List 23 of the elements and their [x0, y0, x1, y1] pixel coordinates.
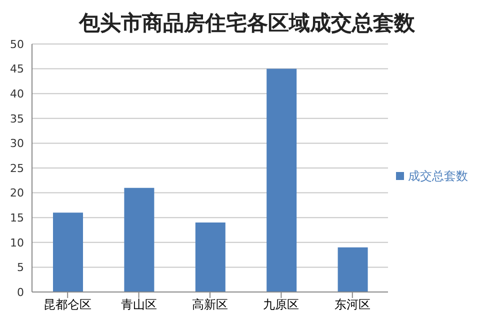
y-tick-label: 50 — [10, 38, 24, 51]
x-tick-label: 东河区 — [334, 298, 370, 312]
bar — [266, 68, 297, 292]
x-tick-label: 九原区 — [263, 298, 300, 312]
bar — [338, 247, 368, 292]
y-tick-label: 35 — [10, 112, 24, 126]
x-tick-label: 青山区 — [120, 298, 157, 312]
y-tick-label: 30 — [10, 137, 24, 150]
y-tick-label: 15 — [10, 212, 24, 225]
y-tick-label: 5 — [17, 261, 24, 274]
bar — [195, 222, 226, 292]
y-tick-label: 40 — [10, 88, 24, 101]
y-tick-label: 0 — [17, 286, 24, 299]
chart-title: 包头市商品房住宅各区域成交总套数 — [78, 10, 416, 37]
legend-label: 成交总套数 — [408, 168, 468, 182]
y-tick-label: 45 — [10, 62, 24, 76]
x-tick-label: 昆都仑区 — [44, 298, 92, 312]
y-tick-label: 20 — [10, 186, 24, 200]
x-tick-label: 高新区 — [192, 298, 228, 312]
y-tick-label: 25 — [10, 162, 24, 175]
bar — [53, 212, 83, 292]
bar — [124, 188, 154, 292]
y-tick-label: 10 — [10, 236, 24, 250]
